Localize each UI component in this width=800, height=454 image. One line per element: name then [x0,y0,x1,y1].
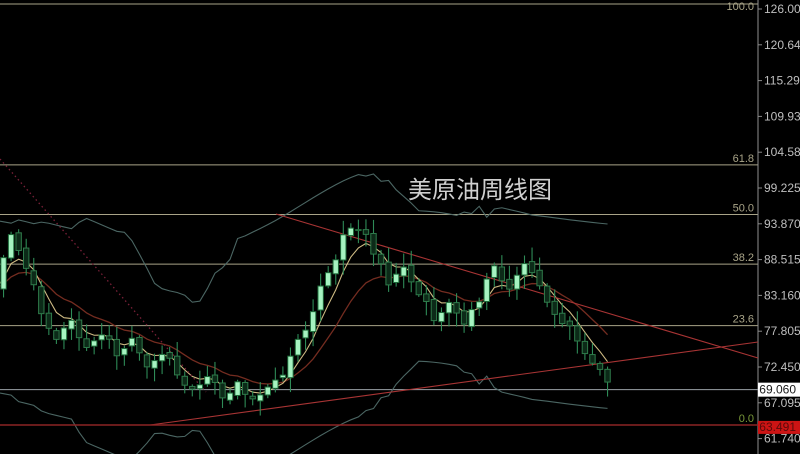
svg-text:50.0: 50.0 [733,203,754,215]
svg-text:88.515: 88.515 [764,253,800,267]
svg-text:67.095: 67.095 [764,396,800,410]
svg-text:77.805: 77.805 [764,324,800,338]
svg-text:115.290: 115.290 [764,74,800,88]
svg-text:109.935: 109.935 [764,109,800,123]
svg-text:0.0: 0.0 [739,413,754,425]
svg-text:120.645: 120.645 [764,38,800,52]
svg-text:93.870: 93.870 [764,217,800,231]
svg-text:99.225: 99.225 [764,181,800,195]
svg-text:61.8: 61.8 [733,153,754,165]
svg-text:72.450: 72.450 [764,360,800,374]
svg-text:100.0: 100.0 [726,1,754,13]
svg-text:63.491: 63.491 [759,420,796,434]
svg-text:83.160: 83.160 [764,288,800,302]
svg-text:69.060: 69.060 [759,383,796,397]
svg-text:23.6: 23.6 [733,314,754,326]
svg-text:38.2: 38.2 [733,252,754,264]
svg-text:美原油周线图: 美原油周线图 [408,170,552,205]
svg-text:104.580: 104.580 [764,145,800,159]
svg-text:126.000: 126.000 [764,2,800,16]
